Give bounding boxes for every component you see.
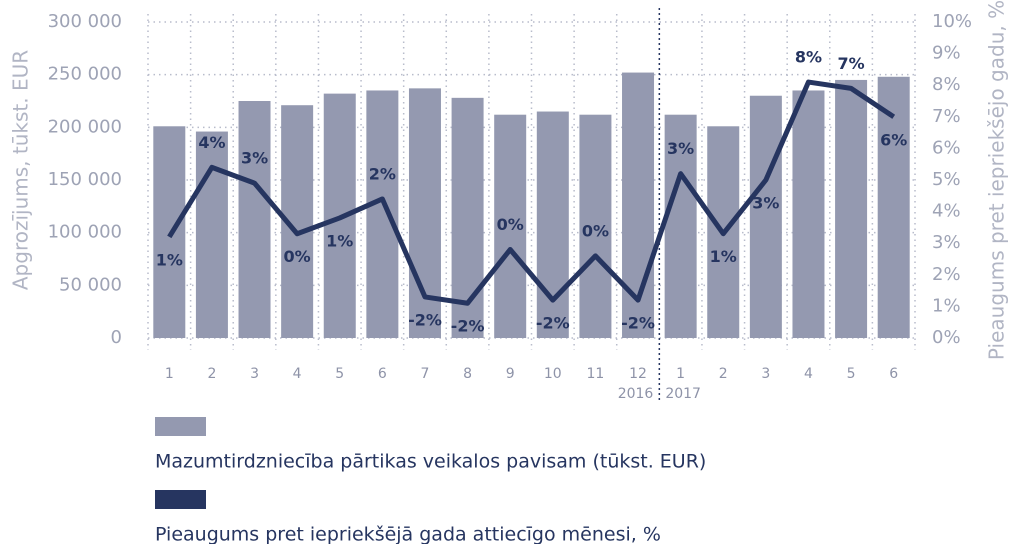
- point-label: 0%: [284, 247, 311, 266]
- point-label: 3%: [241, 149, 268, 168]
- y-tick-label: 200 000: [48, 116, 122, 137]
- y2-tick-label: 3%: [932, 232, 961, 253]
- x-tick-label: 2: [719, 366, 728, 382]
- point-label: 0%: [582, 221, 609, 240]
- bar: [195, 131, 228, 338]
- point-label: 2%: [369, 164, 396, 183]
- point-label: 3%: [752, 194, 779, 213]
- x-tick-label: 3: [250, 366, 259, 382]
- y-tick-label: 100 000: [48, 222, 122, 243]
- point-label: 7%: [837, 54, 864, 73]
- legend-label: Mazumtirdzniecība pārtikas veikalos pavi…: [155, 451, 706, 473]
- bar: [536, 111, 569, 339]
- x-tick-label: 5: [335, 366, 344, 382]
- y2-tick-label: 5%: [932, 169, 961, 190]
- x-group-label: 2016: [618, 386, 654, 402]
- point-label: 1%: [710, 247, 737, 266]
- x-tick-label: 2: [207, 366, 216, 382]
- y-tick-label: 0: [111, 327, 122, 348]
- y-axis-title: Apgrozījums, tūkst. EUR: [9, 50, 33, 290]
- legend-swatch: [155, 490, 206, 509]
- x-tick-label: 4: [293, 366, 302, 382]
- bar: [664, 114, 697, 339]
- point-label: 0%: [497, 215, 524, 234]
- point-label: 3%: [667, 139, 694, 158]
- x-tick-label: 7: [421, 366, 430, 382]
- x-group-label: 2017: [665, 386, 701, 402]
- y2-tick-label: 2%: [932, 264, 961, 285]
- x-tick-label: 11: [587, 366, 605, 382]
- bar: [877, 76, 910, 339]
- y2-tick-label: 9%: [932, 43, 961, 64]
- x-tick-label: 9: [506, 366, 515, 382]
- y-tick-label: 300 000: [48, 11, 122, 32]
- line: [167, 79, 896, 306]
- point-label: 6%: [880, 130, 907, 149]
- x-tick-label: 6: [889, 366, 898, 382]
- bar: [835, 79, 868, 338]
- y2-axis-title: Pieaugums pret iepriekšējo gadu, %: [985, 0, 1009, 360]
- y2-tick-label: 8%: [932, 74, 961, 95]
- point-label: 1%: [326, 231, 353, 250]
- x-tick-label: 8: [463, 366, 472, 382]
- y2-tick-label: 4%: [932, 201, 961, 222]
- y-tick-label: 50 000: [59, 274, 122, 295]
- x-tick-label: 1: [676, 366, 685, 382]
- bar: [494, 114, 527, 339]
- x-tick-label: 10: [544, 366, 562, 382]
- y-tick-label: 250 000: [48, 64, 122, 85]
- y2-tick-label: 0%: [932, 327, 961, 348]
- point-label: 8%: [795, 48, 822, 67]
- x-tick-label: 6: [378, 366, 387, 382]
- y2-tick-label: 6%: [932, 137, 961, 158]
- y-tick-label: 150 000: [48, 169, 122, 190]
- y2-tick-label: 1%: [932, 295, 961, 316]
- legend-swatch: [155, 417, 206, 436]
- y2-tick-label: 10%: [932, 11, 972, 32]
- bar: [366, 90, 399, 338]
- bar: [451, 97, 484, 338]
- bar: [238, 101, 271, 338]
- x-tick-label: 12: [629, 366, 647, 382]
- bar: [792, 90, 825, 338]
- x-tick-label: 4: [804, 366, 813, 382]
- x-tick-label: 1: [165, 366, 174, 382]
- point-label: 4%: [198, 133, 225, 152]
- point-label: 1%: [156, 250, 183, 269]
- point-label: -2%: [536, 314, 570, 333]
- point-label: -2%: [621, 314, 655, 333]
- bar: [579, 114, 612, 339]
- y2-tick-label: 7%: [932, 106, 961, 127]
- legend-label: Pieaugums pret iepriekšējā gada attiecīg…: [155, 524, 661, 544]
- bar: [749, 95, 782, 338]
- point-label: -2%: [451, 317, 485, 336]
- x-tick-label: 3: [761, 366, 770, 382]
- point-label: -2%: [408, 310, 442, 329]
- x-tick-label: 5: [847, 366, 856, 382]
